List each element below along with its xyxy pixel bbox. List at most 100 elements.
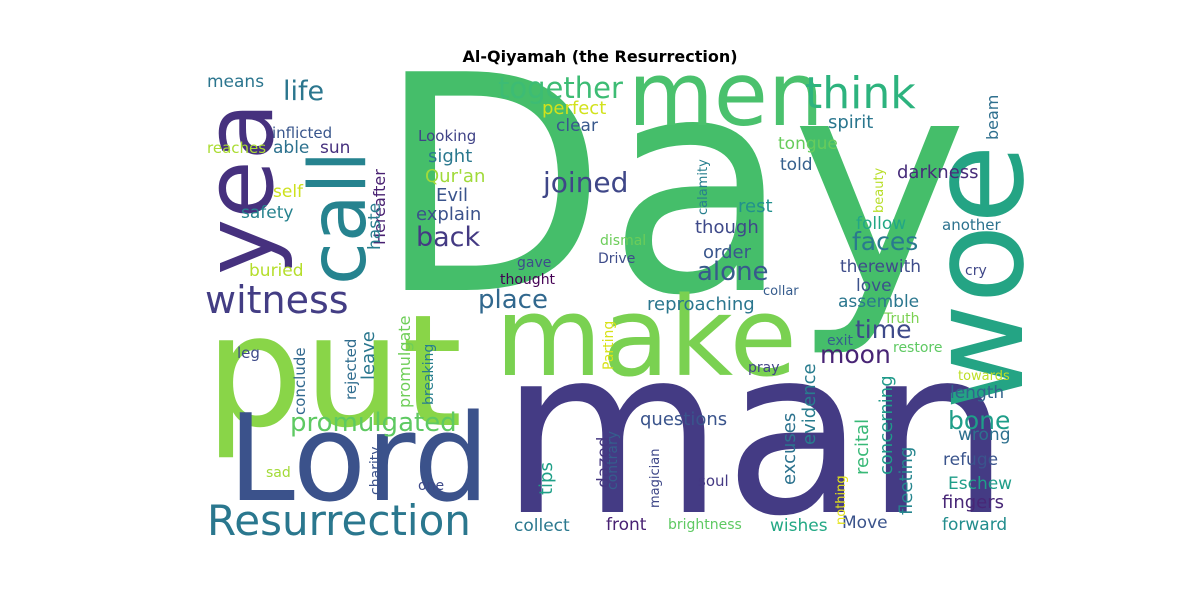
word-towards: towards: [958, 369, 1010, 384]
word-collect: collect: [514, 516, 570, 536]
word-exit: exit: [827, 333, 854, 349]
word-perfect: perfect: [542, 98, 606, 119]
word-call: call: [294, 151, 384, 285]
word-time: time: [855, 315, 911, 344]
word-safety: safety: [241, 203, 293, 223]
word-another: another: [942, 216, 1001, 234]
word-inflicted: inflicted: [272, 124, 332, 142]
word-evidence: evidence: [799, 363, 820, 445]
word-clear: clear: [556, 116, 598, 136]
word-sad: sad: [266, 465, 291, 481]
word-day: Day: [376, 12, 968, 361]
word-hereafter: Hereafter: [370, 169, 389, 245]
word-soul: soul: [698, 472, 729, 490]
word-joined: joined: [542, 166, 628, 199]
word-haste: haste: [365, 203, 385, 250]
word-place: place: [478, 285, 548, 315]
word-together: together: [498, 71, 623, 105]
word-rest: rest: [738, 196, 773, 217]
word-qur-an: Qur'an: [425, 166, 485, 187]
word-bone: bone: [948, 406, 1010, 435]
word-therewith: therewith: [840, 257, 921, 277]
word-back: back: [416, 222, 481, 253]
word-move: Move: [842, 513, 888, 533]
word-though: though: [695, 217, 759, 238]
word-one: one: [418, 478, 444, 494]
word-reaches: reaches: [207, 139, 266, 157]
word-able: able: [273, 138, 309, 158]
word-tips: tips: [536, 462, 557, 495]
word-leave: leave: [358, 331, 379, 380]
word-beam: beam: [983, 95, 1002, 140]
word-contrary: contrary: [605, 431, 621, 490]
word-tongue: tongue: [778, 134, 838, 154]
word-explain: explain: [416, 204, 481, 225]
word-yea: yea: [185, 102, 295, 275]
word-rejected: rejected: [342, 339, 360, 400]
word-men: men: [628, 43, 824, 146]
word-calamity: calamity: [696, 159, 711, 215]
word-conclude: conclude: [291, 347, 309, 415]
word-sun: sun: [320, 138, 350, 158]
word-breaking: breaking: [421, 344, 437, 405]
word-witness: witness: [205, 278, 349, 322]
word-length: length: [950, 383, 1004, 403]
word-moon: moon: [820, 340, 891, 369]
word-eschew: Eschew: [948, 474, 1012, 494]
word-fingers: fingers: [942, 492, 1004, 513]
word-gave: gave: [517, 255, 551, 271]
word-wishes: wishes: [770, 516, 828, 536]
word-think: think: [805, 68, 916, 119]
word-promulgated: promulgated: [290, 408, 457, 438]
word-alone: alone: [697, 257, 769, 287]
word-self: self: [273, 182, 304, 202]
word-woe: woe: [901, 144, 1053, 410]
word-reproaching: reproaching: [647, 294, 755, 315]
word-man: man: [500, 300, 1011, 567]
word-beauty: beauty: [872, 167, 887, 213]
word-questions: questions: [640, 409, 727, 430]
word-truth: Truth: [883, 311, 920, 327]
word-evil: Evil: [436, 185, 468, 206]
word-spirit: spirit: [828, 112, 873, 133]
word-forward: forward: [942, 515, 1007, 535]
word-lord: Lord: [228, 390, 490, 529]
word-brightness: brightness: [668, 517, 742, 533]
word-leg: leg: [237, 344, 260, 362]
word-drive: Drive: [598, 251, 635, 267]
word-looking: Looking: [418, 127, 476, 145]
word-resurrection: Resurrection: [207, 496, 471, 545]
word-concerning: concerning: [876, 375, 897, 475]
word-cry: cry: [965, 263, 987, 279]
word-told: told: [780, 155, 813, 175]
word-recital: recital: [852, 419, 873, 475]
word-faces: faces: [852, 227, 918, 256]
word-thought: thought: [500, 272, 556, 288]
word-dismal: dismal: [600, 233, 646, 249]
word-wrong: wrong: [958, 425, 1011, 445]
word-life: life: [283, 76, 324, 107]
word-order: order: [703, 242, 752, 263]
word-love: love: [856, 276, 892, 296]
word-excuses: excuses: [779, 413, 800, 485]
word-magician: magician: [648, 449, 663, 508]
word-restore: restore: [893, 340, 942, 356]
chart-title: Al-Qiyamah (the Resurrection): [462, 47, 738, 66]
word-parting: Parting: [601, 321, 617, 370]
word-darkness: darkness: [897, 162, 979, 183]
word-put: put: [205, 281, 462, 462]
word-means: means: [207, 72, 264, 92]
word-sight: sight: [428, 146, 472, 167]
word-collar: collar: [763, 284, 799, 299]
word-pray: pray: [748, 360, 780, 376]
word-refuge: refuge: [943, 450, 998, 470]
word-assemble: assemble: [838, 292, 919, 312]
word-fleeting: fleeting: [896, 447, 917, 515]
word-follow: follow: [856, 214, 906, 234]
word-buried: buried: [249, 261, 304, 281]
word-make: make: [495, 273, 797, 401]
word-nothing: nothing: [834, 475, 849, 525]
word-front: front: [606, 515, 647, 535]
word-charity: charity: [368, 446, 384, 495]
